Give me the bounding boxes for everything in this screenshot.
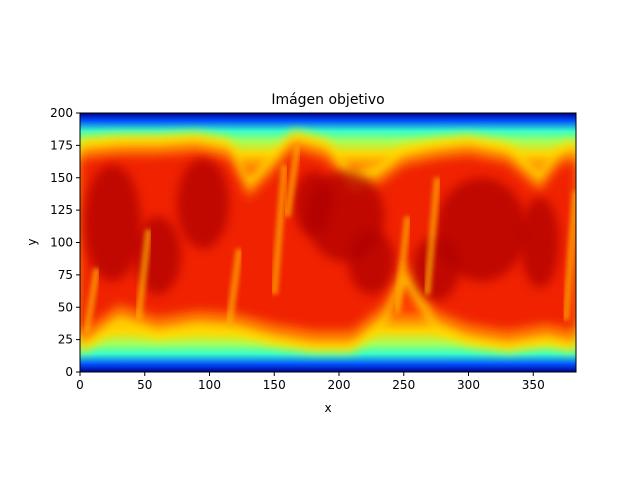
heat-streak — [134, 229, 153, 321]
x-tick-label: 350 — [522, 378, 545, 392]
heat-streak — [562, 190, 576, 321]
heat-core — [293, 171, 333, 237]
y-tick-label: 50 — [58, 300, 73, 314]
heat-core — [348, 229, 395, 295]
x-axis-label: x — [324, 401, 331, 415]
y-tick-label: 0 — [65, 365, 73, 379]
heat-core — [436, 177, 527, 282]
x-tick-label: 0 — [76, 378, 84, 392]
chart-title: Imágen objetivo — [271, 92, 384, 108]
heat-streak — [83, 267, 101, 334]
y-tick-label: 100 — [50, 236, 73, 250]
y-tick-label: 125 — [50, 203, 73, 217]
x-tick-label: 50 — [137, 378, 152, 392]
y-axis-ticks: 0 25 50 75 100 125 150 175 200 — [50, 106, 80, 379]
y-tick-label: 175 — [50, 138, 73, 152]
x-tick-label: 100 — [198, 378, 221, 392]
heatmap-plot — [80, 113, 576, 372]
heat-streak — [225, 248, 243, 328]
x-tick-label: 150 — [263, 378, 286, 392]
x-tick-label: 300 — [457, 378, 480, 392]
heatmap-layers — [80, 113, 576, 372]
y-tick-label: 25 — [58, 333, 73, 347]
y-tick-label: 150 — [50, 171, 73, 185]
y-tick-label: 200 — [50, 106, 73, 120]
x-axis-ticks: 0 50 100 150 200 250 300 350 — [76, 372, 545, 392]
x-tick-label: 250 — [392, 378, 415, 392]
heat-streak — [270, 164, 289, 295]
heat-core — [177, 158, 229, 249]
y-tick-label: 75 — [58, 268, 73, 282]
heat-core — [83, 164, 141, 282]
heat-streak — [283, 144, 302, 218]
heat-streak — [393, 216, 412, 315]
heat-core — [520, 197, 560, 288]
y-axis-label: y — [25, 238, 39, 245]
heat-core — [412, 236, 460, 301]
heat-streak — [423, 177, 441, 295]
x-tick-label: 200 — [328, 378, 351, 392]
